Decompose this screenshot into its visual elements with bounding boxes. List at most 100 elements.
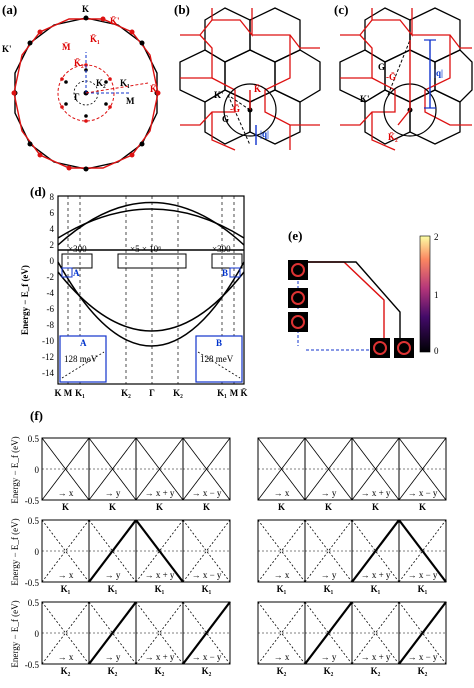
f-point-label: K₂	[202, 666, 212, 676]
d-yticks: 8 6 4 2 0 -2 -4 -6 -8 -10 -12 -14	[42, 192, 55, 378]
panel-a-label: (a)	[2, 2, 17, 17]
f-direction-label: → x − y	[408, 652, 438, 662]
d-ytick-m10: -10	[42, 336, 54, 346]
f-direction-label: → x + y	[361, 488, 391, 498]
d-ytick-8: 8	[50, 192, 55, 202]
a-point-M: M	[126, 96, 135, 106]
d-ytick-6: 6	[50, 208, 55, 218]
f-direction-label: → y	[105, 652, 121, 662]
f-direction-label: → x − y	[192, 488, 222, 498]
f-band	[351, 601, 400, 665]
d-zoom-left: ×300	[68, 244, 87, 254]
f-point-label: K₁	[371, 584, 381, 594]
c-point-Kbar2: K̄₂	[388, 132, 398, 142]
a-point-Gamma: Γ	[74, 92, 80, 102]
d-box-a: A	[73, 268, 80, 278]
f-band	[351, 601, 400, 665]
f-direction-label: → y	[321, 570, 337, 580]
f-band	[88, 601, 137, 665]
f-band	[398, 601, 447, 665]
f-band	[41, 519, 90, 583]
c-point-K-prime: K'	[360, 94, 370, 104]
f-band	[304, 601, 353, 665]
e-cbar-0: 0	[434, 346, 439, 356]
f-ytick: 0.5	[28, 516, 40, 526]
f-direction-label: → x	[274, 488, 290, 498]
f-point-label: K	[419, 502, 426, 512]
d-ytick-m14: -14	[42, 368, 54, 378]
b-point-Kbar: K̄	[254, 84, 261, 94]
f-band	[41, 519, 90, 583]
d-ytick-2: 2	[50, 240, 55, 250]
d-box-b: B	[222, 268, 228, 278]
f-band	[182, 519, 231, 583]
f-band	[182, 519, 231, 583]
f-band	[398, 519, 447, 583]
f-point-label: K	[109, 502, 116, 512]
d-ytick-4: 4	[50, 224, 55, 234]
f-direction-label: → y	[105, 570, 121, 580]
a-point-K: K	[82, 4, 89, 14]
f-point-label: K	[325, 502, 332, 512]
f-band	[135, 601, 184, 665]
f-direction-label: → y	[321, 652, 337, 662]
panel-d-bandplot	[57, 195, 245, 385]
d-ytick-m8: -8	[47, 320, 55, 330]
d-ylabel: Energy − E_f (eV)	[20, 265, 30, 335]
f-band	[398, 519, 447, 583]
d-xtick-K: K	[54, 388, 61, 398]
panel-d-label: (d)	[30, 184, 46, 199]
f-band	[135, 601, 184, 665]
d-xtick-Gamma: Γ	[149, 388, 155, 398]
f-point-label: K	[278, 502, 285, 512]
f-band	[257, 601, 306, 665]
b-point-q: |q|	[260, 129, 269, 139]
panel-f-grid: 0.5 0 -0.5 → x K → y K → x + y K → x − y K → x K → y K…	[25, 434, 447, 676]
f-point-label: K₁	[155, 584, 165, 594]
a-point-K2: K₂	[96, 78, 106, 88]
f-band	[304, 601, 353, 665]
panel-e-diagram	[288, 235, 431, 358]
f-ytick: 0	[35, 465, 40, 475]
f-band	[398, 437, 447, 501]
d-xticks: K M K₁ K₂ Γ K₂ K₁ M K̄	[54, 388, 247, 398]
d-zoom-right: ×300	[212, 244, 231, 254]
panel-a-bz	[11, 15, 161, 172]
f-direction-label: → x − y	[192, 570, 222, 580]
panel-b-label: (b)	[174, 2, 190, 17]
panel-f-label: (f)	[30, 408, 43, 423]
f-ylabel-row1: Energy − E_f (eV)	[10, 436, 20, 503]
f-band	[88, 519, 137, 583]
d-xtick-K1: K₁	[75, 388, 85, 398]
f-band	[41, 437, 90, 501]
f-point-label: K₂	[61, 666, 71, 676]
a-point-K-prime: K'	[2, 44, 12, 54]
f-ytick: -0.5	[25, 496, 40, 506]
f-direction-label: → x + y	[145, 652, 175, 662]
f-ylabel-row2: Energy − E_f (eV)	[10, 518, 20, 585]
panel-c-lattice	[339, 7, 473, 151]
f-band	[351, 437, 400, 501]
f-band	[257, 519, 306, 583]
f-ylabel-row3: Energy − E_f (eV)	[10, 600, 20, 667]
f-direction-label: → x − y	[192, 652, 222, 662]
f-direction-label: → x	[58, 570, 74, 580]
d-ytick-m12: -12	[42, 352, 54, 362]
c-point-G: G	[378, 62, 385, 72]
c-point-minus-Gbar: -Ḡ	[386, 72, 396, 82]
f-ytick: 0	[35, 547, 40, 557]
d-xtick-Mb: M	[230, 388, 239, 398]
f-point-label: K₁	[61, 584, 71, 594]
c-point-q: |q|	[434, 68, 443, 78]
f-ytick: -0.5	[25, 660, 40, 670]
f-point-label: K₂	[108, 666, 118, 676]
f-direction-label: → x − y	[408, 570, 438, 580]
f-band	[135, 437, 184, 501]
f-band	[351, 519, 400, 583]
f-band	[135, 519, 184, 583]
f-band	[88, 519, 137, 583]
f-direction-label: → x	[274, 570, 290, 580]
f-point-label: K₂	[371, 666, 381, 676]
d-ytick-0: 0	[50, 256, 55, 266]
